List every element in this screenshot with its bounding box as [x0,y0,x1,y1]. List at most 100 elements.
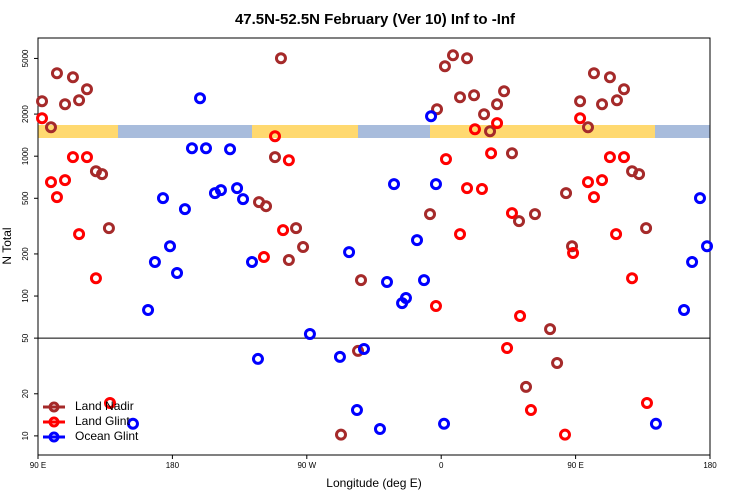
chart-title: 47.5N-52.5N February (Ver 10) Inf to -In… [235,11,516,28]
legend-marker [48,431,60,443]
point [224,143,237,156]
point [352,344,365,357]
point [373,423,386,436]
point [468,123,481,136]
point [693,192,706,205]
x-tick-label: 180 [703,461,717,470]
point [80,83,93,96]
y-tick-label: 100 [21,289,30,303]
point [178,203,191,216]
point [617,151,630,164]
legend-label: Land Glint [75,414,130,428]
point [461,182,474,195]
point [388,178,401,191]
point [50,67,63,80]
point [551,357,564,370]
point [66,71,79,84]
point [303,328,316,341]
point [257,251,270,264]
point [80,151,93,164]
point [524,404,537,417]
point [581,121,594,134]
y-tick-label: 5000 [21,49,30,67]
land-mask-band [38,125,710,138]
point [245,256,258,269]
point [268,151,281,164]
point [126,417,139,430]
point [164,240,177,253]
point [587,67,600,80]
point [355,274,368,287]
point [626,272,639,285]
point [96,168,109,181]
point [649,417,662,430]
point [425,110,438,123]
point [438,417,451,430]
point [581,176,594,189]
point [194,92,207,105]
point [282,253,295,266]
point [454,91,467,104]
point [171,267,184,280]
point [701,240,714,253]
point [610,228,623,241]
x-tick-label: 90 E [30,461,46,470]
y-tick-label: 50 [21,333,30,342]
point [237,193,250,206]
point [498,85,511,98]
y-tick-label: 2000 [21,105,30,123]
point [36,95,49,108]
point [429,300,442,313]
y-tick-label: 1000 [21,147,30,165]
point [73,228,86,241]
point [334,428,347,441]
point [343,246,356,259]
point [566,240,579,253]
point [333,350,346,363]
point [185,142,198,155]
legend-marker [48,401,60,413]
point [231,182,244,195]
point [505,147,518,160]
point [478,108,491,121]
point [454,228,467,241]
point [429,178,442,191]
point [59,174,72,187]
point [484,125,497,138]
point [44,121,57,134]
point [148,256,161,269]
point [461,52,474,65]
point [439,153,452,166]
point [411,234,424,247]
ocean-band [358,125,430,138]
point [603,71,616,84]
y-axis-label: N Total [0,227,14,264]
point [260,200,273,213]
point [468,89,481,102]
point [544,323,557,336]
point [438,60,451,73]
point [528,208,541,221]
point [574,95,587,108]
plot-frame [37,37,711,456]
point [567,247,580,260]
point [560,187,573,200]
point [44,176,57,189]
x-tick-label: 0 [439,461,444,470]
point [596,174,609,187]
point [156,192,169,205]
point [290,222,303,235]
point [357,343,370,356]
point [513,215,526,228]
point [66,151,79,164]
point [610,94,623,107]
point [59,98,72,111]
y-tick-label: 500 [21,191,30,205]
ocean-band [655,125,710,138]
point [491,117,504,130]
point [277,224,290,237]
point [36,112,49,125]
point [102,222,115,235]
point [418,274,431,287]
x-tick-label: 90 E [567,461,583,470]
